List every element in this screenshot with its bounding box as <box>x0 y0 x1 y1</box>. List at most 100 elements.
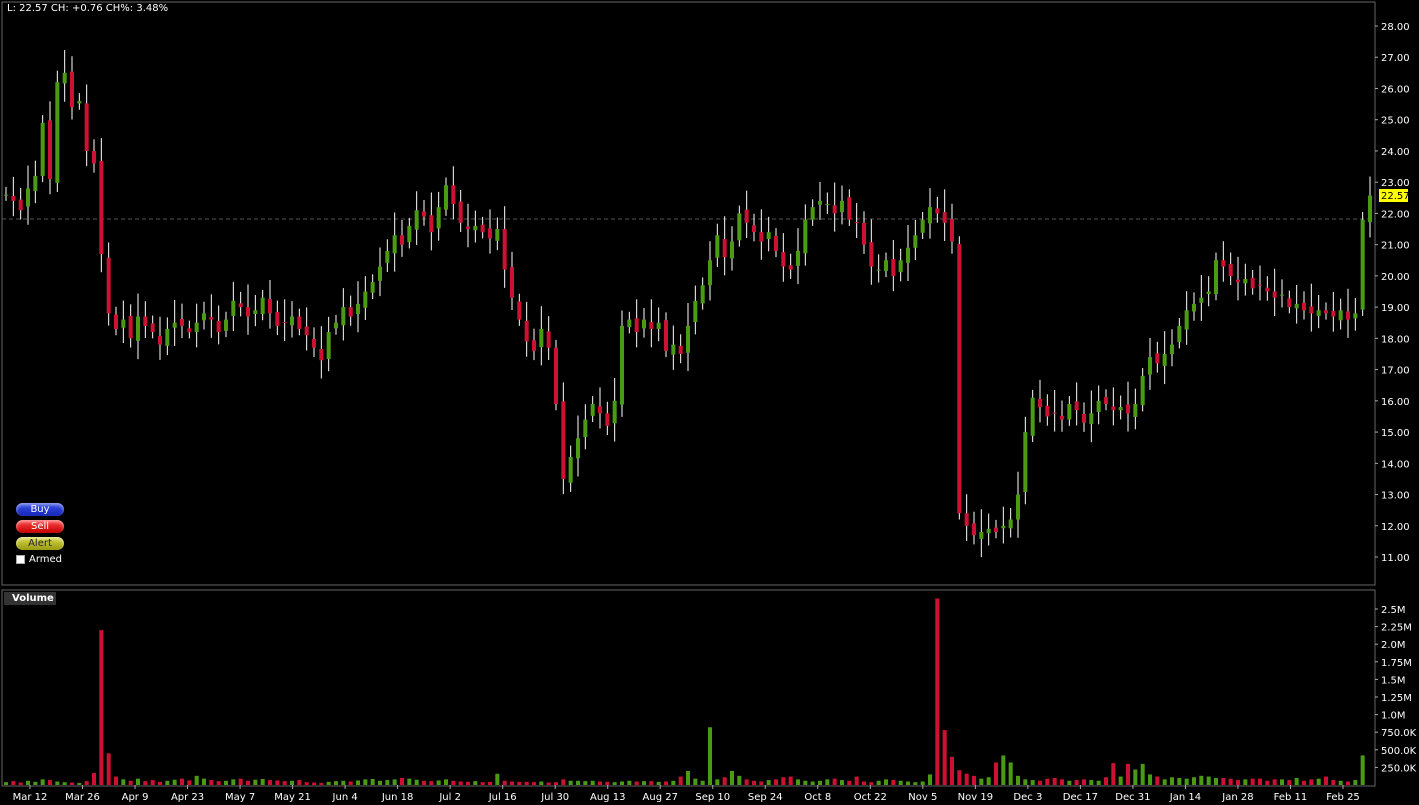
volume-bar <box>1257 778 1263 785</box>
volume-bar <box>77 782 82 785</box>
volume-bar <box>817 780 823 785</box>
price-tick-label: 19.00 <box>1381 303 1410 314</box>
volume-bar <box>678 776 683 785</box>
candle-body <box>737 213 742 241</box>
volume-bar <box>165 780 170 785</box>
x-tick-label: Feb 11 <box>1274 792 1308 803</box>
volume-bar <box>443 779 449 785</box>
price-tick-label: 11.00 <box>1381 553 1410 564</box>
x-axis: Mar 12 Mar 26 Apr 9 Apr 23 May 7 May 21 Jun 4 J… <box>13 785 1360 803</box>
candle-body <box>451 185 456 205</box>
buy-button[interactable]: Buy <box>16 503 64 516</box>
candle-body <box>25 188 31 207</box>
volume-bar <box>187 780 192 785</box>
candle-body <box>509 267 515 298</box>
volume-bar <box>1023 779 1028 785</box>
volume-bar <box>267 780 273 785</box>
volume-bar <box>451 780 456 785</box>
candle-body <box>33 175 38 191</box>
candle-body <box>568 457 573 483</box>
candle-body <box>847 197 852 220</box>
volume-bar <box>1037 780 1043 785</box>
volume-bar <box>1008 762 1013 785</box>
candle-body <box>920 219 925 233</box>
volume-bar <box>106 753 111 785</box>
price-axis: 28.00 27.00 26.00 25.00 24.00 23.00 22.00 21.00… <box>1375 22 1410 564</box>
candle-body <box>495 229 500 241</box>
candle-body <box>531 340 537 351</box>
candle-body <box>377 266 383 281</box>
candle-body <box>436 207 441 229</box>
volume-bar <box>1279 779 1285 785</box>
volume-bar <box>693 778 698 785</box>
volume-bar <box>473 781 478 785</box>
volume-bar <box>69 782 75 785</box>
candle-body <box>1323 310 1329 314</box>
volume-axis: 2.5M 2.25M 2.0M 1.75M 1.5M 1.25M 1.0M 750.0K 500… <box>1375 605 1417 774</box>
candle-body <box>1287 298 1292 308</box>
price-tick-label: 21.00 <box>1381 241 1410 252</box>
candle-body <box>1228 264 1233 276</box>
armed-toggle[interactable]: Armed <box>16 554 62 565</box>
candle-body <box>1206 291 1211 294</box>
volume-bar <box>1045 778 1050 785</box>
candle-body <box>854 222 859 224</box>
volume-bar <box>876 780 881 785</box>
volume-bar <box>333 781 339 785</box>
candle-body <box>575 438 581 459</box>
candle-body <box>1140 375 1145 406</box>
candle-body <box>245 307 251 317</box>
candle-body <box>253 310 258 314</box>
price-tick-label: 16.00 <box>1381 397 1410 408</box>
candle-body <box>715 235 720 258</box>
volume-bar <box>649 781 654 785</box>
volume-bar <box>179 778 185 785</box>
candle-body <box>913 235 918 248</box>
volume-tick-label: 1.0M <box>1381 711 1406 722</box>
volume-bar <box>832 778 837 785</box>
candle-body <box>1147 357 1153 375</box>
candle-body <box>1008 519 1013 529</box>
candle-body <box>399 235 405 245</box>
price-tick-label: 18.00 <box>1381 334 1410 345</box>
volume-bar <box>1125 763 1131 785</box>
candle-body <box>795 250 801 266</box>
volume-bar <box>751 780 757 785</box>
candle-body <box>77 100 82 104</box>
volume-bar <box>1309 779 1314 785</box>
candle-body <box>1301 302 1307 311</box>
volume-bar <box>707 727 713 785</box>
volume-bar <box>913 782 918 785</box>
candle-body <box>883 260 889 271</box>
armed-checkbox[interactable] <box>16 555 25 564</box>
candle-body <box>861 222 867 245</box>
sell-button[interactable]: Sell <box>16 520 64 533</box>
candle-body <box>671 344 676 355</box>
price-tick-label: 23.00 <box>1381 178 1410 189</box>
candle-body <box>487 228 493 239</box>
volume-bar <box>1089 780 1094 785</box>
volume-bar <box>355 780 361 785</box>
candle-body <box>1103 397 1109 404</box>
candle-body <box>700 285 705 304</box>
alert-button[interactable]: Alert <box>16 537 64 550</box>
candle-body <box>311 338 317 348</box>
candle-body <box>839 200 845 213</box>
candle-body <box>282 322 287 324</box>
price-tick-label: 24.00 <box>1381 147 1410 158</box>
candle-body <box>1213 260 1219 294</box>
candle-body <box>84 103 89 151</box>
volume-bar <box>847 780 852 785</box>
volume-bar <box>1147 774 1153 785</box>
volume-bar <box>62 782 67 785</box>
candle-body <box>1353 313 1358 319</box>
candle-body <box>524 320 529 342</box>
x-tick-label: Dec 3 <box>1013 792 1042 803</box>
candle-body <box>649 322 654 329</box>
candle-body <box>656 322 661 329</box>
candle-body <box>179 318 185 326</box>
volume-bar <box>949 756 955 785</box>
volume-bar <box>795 779 801 785</box>
x-tick-label: Dec 17 <box>1063 792 1098 803</box>
volume-tick-label: 250.0K <box>1381 763 1417 774</box>
